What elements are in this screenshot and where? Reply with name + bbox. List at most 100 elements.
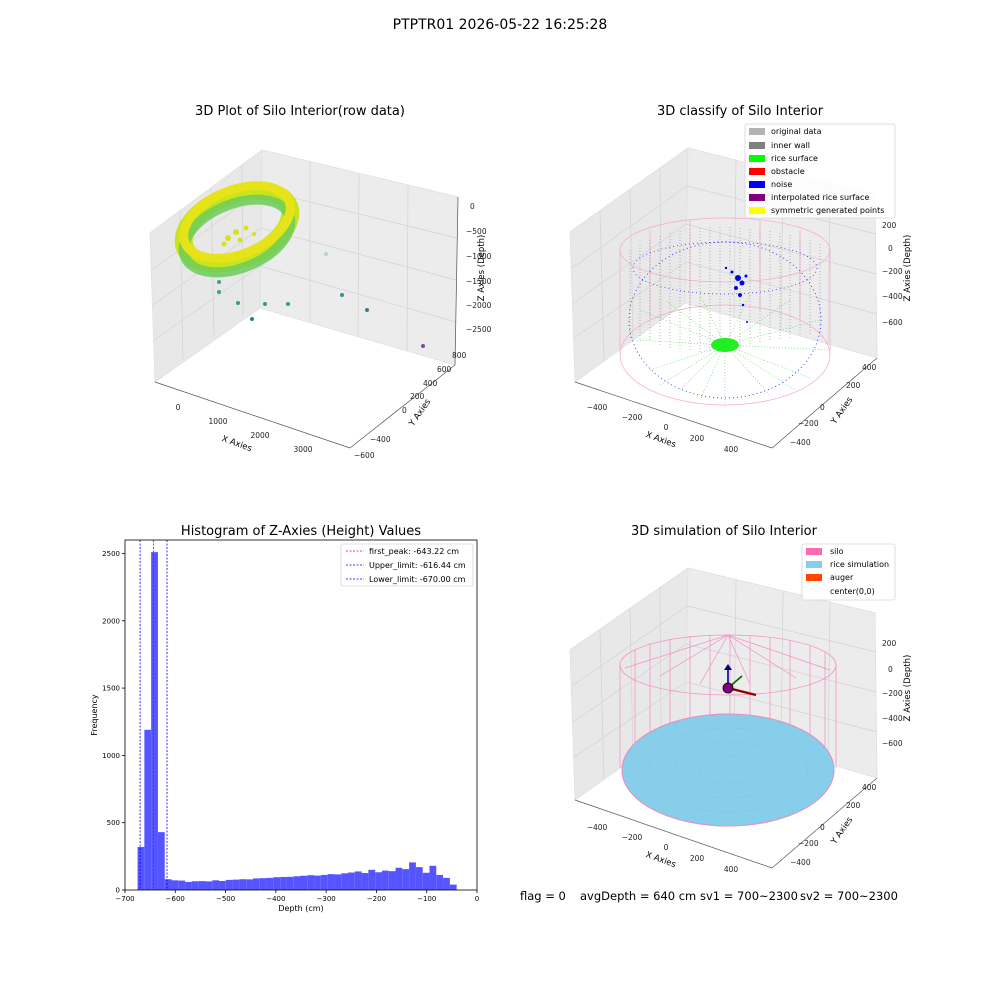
classify-legend: original data inner wall rice surface ob… <box>744 123 896 219</box>
histogram-bar <box>429 865 437 890</box>
classify-rice-surface <box>634 294 831 405</box>
raw-y-tick: −400 <box>370 435 391 444</box>
simulation-x-tick: 200 <box>690 854 705 863</box>
raw-z-tick: −1500 <box>466 277 492 286</box>
histogram-bar <box>252 878 260 890</box>
histogram-bar <box>144 729 152 890</box>
simulation-y-tick: −400 <box>790 858 811 867</box>
legend-label: obstacle <box>771 167 805 176</box>
legend-label: noise <box>771 180 792 189</box>
histogram-bar <box>212 880 220 890</box>
histogram-bar <box>402 869 410 890</box>
histogram-bar <box>232 879 240 890</box>
classify-x-tick: 200 <box>690 434 705 443</box>
simulation-legend: silo rice simulation auger center(0,0) <box>801 543 896 601</box>
histogram-bar <box>348 872 355 890</box>
simulation-y-tick: 200 <box>846 801 861 810</box>
histogram-bars <box>137 552 457 890</box>
legend-label: auger <box>830 573 854 582</box>
classify-axis-lines <box>574 357 878 449</box>
classify-x-tick: −400 <box>587 403 608 412</box>
histogram-chart: −700 −600 −500 −400 −300 −200 −100 0 0 500 1000 15… <box>90 539 479 913</box>
simulation-x-tick: −200 <box>622 833 643 842</box>
histogram-bar <box>395 867 403 890</box>
legend-swatch-obstacle <box>749 168 765 175</box>
histogram-bar <box>341 873 349 890</box>
legend-label: original data <box>771 127 822 136</box>
raw-y-tick: −600 <box>354 451 375 460</box>
histogram-bar <box>368 869 376 890</box>
histogram-y-tick-label: 2500 <box>102 550 120 558</box>
raw-z-tick: −1000 <box>466 252 492 261</box>
histogram-x-tick-label: −500 <box>216 895 235 903</box>
histogram-bar <box>280 876 287 890</box>
histogram-bar <box>137 846 145 890</box>
histogram-bar <box>327 874 335 890</box>
raw-y-label: Y Axies <box>407 397 434 429</box>
raw-z-tick: −2500 <box>466 325 492 334</box>
legend-swatch-symmetric-generated-points <box>749 207 765 214</box>
simulation-grid-lines <box>571 579 878 781</box>
legend-swatch-noise <box>749 181 765 188</box>
classify-rice-center <box>711 338 739 352</box>
histogram-bar <box>443 877 450 890</box>
histogram-bar <box>259 878 267 890</box>
histogram-bar <box>307 875 315 890</box>
classify-z-ticks: 200 0 −200 −400 −600 <box>882 221 903 327</box>
legend-swatch-rice-surface <box>749 155 765 162</box>
classify-z-tick: 0 <box>888 244 893 253</box>
legend-label: Upper_limit: -616.44 cm <box>369 561 466 570</box>
raw-y-tick: 600 <box>437 365 452 374</box>
legend-swatch-interpolated-rice-surface <box>749 194 765 201</box>
histogram-bar <box>164 879 172 890</box>
histogram-bar <box>246 879 253 890</box>
simulation-x-label: X Axies <box>644 850 677 870</box>
histogram-bar <box>334 874 342 890</box>
classify-3d-plot: −400 −200 0 200 400 X Axies 400 200 0 −2… <box>569 123 913 454</box>
classify-z-tick: −600 <box>882 318 903 327</box>
simulation-z-tick: −400 <box>882 714 903 723</box>
raw-x-tick: 3000 <box>293 445 312 454</box>
classify-noise <box>724 266 748 323</box>
raw-z-tick: 0 <box>470 202 475 211</box>
raw-y-tick: 200 <box>410 392 425 401</box>
legend-label: rice surface <box>771 154 818 163</box>
raw-z-tick: −2000 <box>466 301 492 310</box>
classify-x-ticks: −400 −200 0 200 400 <box>587 403 739 454</box>
status-sv2: sv2 = 700~2300 <box>800 889 898 903</box>
classify-y-label: Y Axies <box>829 395 856 427</box>
histogram-y-label: Frequency <box>90 694 99 736</box>
classify-y-tick: −200 <box>798 419 819 428</box>
legend-swatch-silo <box>806 548 822 555</box>
histogram-x-tick-label: −100 <box>417 895 436 903</box>
histogram-bar <box>361 873 369 890</box>
histogram-bar <box>314 875 321 890</box>
histogram-bar <box>381 870 389 890</box>
simulation-silo-base <box>621 713 835 827</box>
classify-y-ticks: 400 200 0 −200 −400 <box>790 363 877 447</box>
classify-noise-ring-top <box>632 241 818 295</box>
simulation-y-tick: −200 <box>798 839 819 848</box>
simulation-y-tick: 0 <box>820 823 825 832</box>
histogram-bar <box>191 881 199 890</box>
simulation-3d-plot: −400 −200 0 200 400 X Axies 400 200 0 −2… <box>569 543 913 874</box>
histogram-bar <box>388 871 396 890</box>
classify-z-tick: −400 <box>882 292 903 301</box>
histogram-x-tick-label: −300 <box>317 895 336 903</box>
raw-y-tick: 800 <box>452 351 467 360</box>
histogram-bar <box>415 867 423 890</box>
histogram-bar <box>436 874 444 890</box>
simulation-z-tick: 200 <box>882 639 897 648</box>
classify-y-tick: −400 <box>790 438 811 447</box>
legend-swatch-auger <box>806 574 822 581</box>
histogram-bar <box>293 876 301 890</box>
raw-y-ticks: 800 600 400 200 0 −400 −600 <box>354 351 467 460</box>
histogram-bar <box>239 879 247 890</box>
simulation-z-tick: −200 <box>882 689 903 698</box>
classify-x-label: X Axies <box>644 430 677 450</box>
simulation-center-marker <box>722 682 734 694</box>
histogram-x-tick-label: 0 <box>475 895 479 903</box>
histogram-x-ticks: −700 −600 −500 −400 −300 −200 −100 0 <box>115 890 479 903</box>
histogram-x-tick-label: −600 <box>166 895 185 903</box>
raw-x-ticks: 0 1000 2000 3000 <box>176 403 313 454</box>
